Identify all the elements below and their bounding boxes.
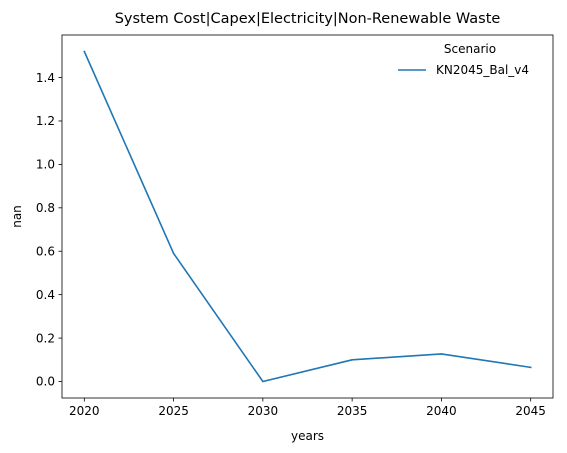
data-point [529,366,532,369]
y-tick-label: 1.4 [36,71,55,85]
x-tick-label: 2040 [426,404,457,418]
data-point [262,380,264,383]
data-point [172,252,175,255]
y-tick-label: 1.2 [36,114,55,128]
series-line [83,50,532,383]
y-tick-label: 0.4 [36,288,55,302]
x-tick-label: 2045 [515,404,546,418]
data-point [440,353,443,355]
data-point [83,50,86,53]
y-tick-label: 1.0 [36,158,55,172]
y-tick-label: 0.0 [36,375,55,389]
chart-title: System Cost|Capex|Electricity|Non-Renewa… [115,11,501,27]
y-tick-label: 0.8 [36,201,55,215]
x-tick-label: 2035 [337,404,368,418]
legend-title: Scenario [444,42,496,56]
y-axis-ticks: 0.0 0.2 0.4 0.6 0.8 1.0 1.2 1.4 [36,71,62,389]
x-axis-label: years [291,429,324,443]
plot-area: 2020 2025 2030 2035 2040 2045 0.0 0.2 0.4 0.6 0.8… [36,34,554,418]
y-tick-label: 0.2 [36,331,55,345]
legend-item-label: KN2045_Bal_v4 [436,63,529,77]
axes-frame [61,34,554,399]
y-tick-label: 0.6 [36,244,55,258]
x-tick-label: 2025 [158,404,189,418]
legend: Scenario KN2045_Bal_v4 [398,42,529,77]
x-axis-ticks: 2020 2025 2030 2035 2040 2045 [69,398,546,418]
x-tick-label: 2020 [69,404,100,418]
series-lines [83,50,532,383]
data-point [351,358,353,361]
x-tick-label: 2030 [248,404,279,418]
y-axis-label: nan [10,205,24,228]
legend-items: KN2045_Bal_v4 [398,63,529,77]
